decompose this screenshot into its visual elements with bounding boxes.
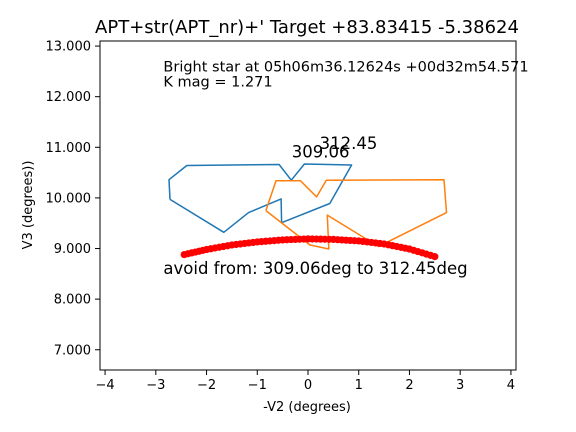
chart-title: APT+str(APT_nr)+' Target +83.83415 -5.38… bbox=[95, 17, 519, 38]
tick-layer: −4 −3 −2 −1 0 1 2 3 4 7.000 8.000 9.000 10.000 11.000… bbox=[46, 40, 516, 393]
series-layer bbox=[168, 163, 448, 261]
y-tick-label: 11.000 bbox=[46, 141, 92, 156]
y-tick-label: 10.000 bbox=[46, 191, 92, 206]
annotation-1: K mag = 1.271 bbox=[163, 75, 272, 91]
x-tick-label: 1 bbox=[355, 378, 363, 393]
x-tick-label: −1 bbox=[248, 378, 267, 393]
series-2-dots bbox=[180, 235, 439, 261]
annotation-layer: Bright star at 05h06m36.12624s +00d32m54… bbox=[163, 59, 528, 277]
x-axis-label: -V2 (degrees) bbox=[263, 400, 351, 415]
annotation-3: 309.06 bbox=[292, 142, 350, 161]
y-tick-label: 8.000 bbox=[54, 293, 91, 308]
x-tick-label: −3 bbox=[146, 378, 165, 393]
x-tick-label: 4 bbox=[507, 378, 515, 393]
y-tick-label: 12.000 bbox=[46, 90, 92, 105]
x-tick-label: 3 bbox=[456, 378, 464, 393]
x-tick-label: 0 bbox=[304, 378, 312, 393]
y-axis-label: V3 (degrees)) bbox=[21, 161, 36, 250]
x-tick-label: −2 bbox=[197, 378, 216, 393]
annotation-4: avoid from: 309.06deg to 312.45deg bbox=[163, 259, 467, 278]
y-tick-label: 13.000 bbox=[46, 40, 92, 55]
x-tick-label: 2 bbox=[405, 378, 413, 393]
series-0-line bbox=[168, 163, 353, 234]
plot-frame bbox=[99, 40, 517, 371]
y-tick-label: 9.000 bbox=[54, 242, 91, 257]
x-tick-label: −4 bbox=[95, 378, 114, 393]
series-2-point bbox=[431, 253, 439, 261]
annotation-2: 312.45 bbox=[320, 134, 378, 153]
annotation-0: Bright star at 05h06m36.12624s +00d32m54… bbox=[163, 59, 528, 75]
series-1-line bbox=[265, 178, 448, 250]
y-tick-label: 7.000 bbox=[54, 343, 91, 358]
